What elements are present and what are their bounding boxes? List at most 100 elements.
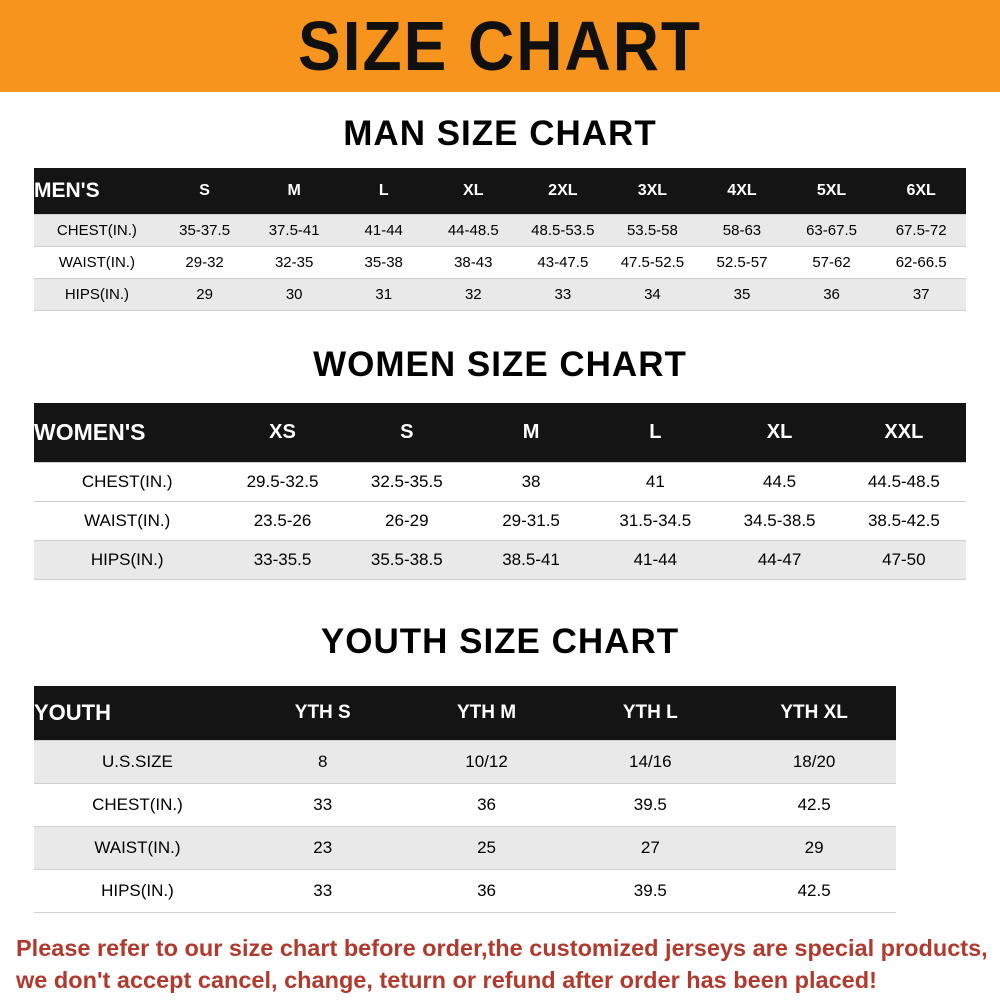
size-header-cell: XL xyxy=(428,168,519,215)
size-value-cell: 31.5-34.5 xyxy=(619,511,692,530)
measurement-row: WAIST(IN.) 29-32 32-35 35-38 38-43 43-47.5 47.… xyxy=(34,246,966,279)
table-header-row: MEN'S S M L XL 2XL 3XL 4XL 5XL 6XL xyxy=(34,168,966,215)
size-value-cell: 47.5-52.5 xyxy=(620,254,685,271)
size-header-cell: 5XL xyxy=(786,168,877,215)
size-value-cell: 63-67.5 xyxy=(806,222,857,239)
size-value-cell: 32 xyxy=(464,286,482,303)
size-value-cell: 44.5 xyxy=(763,472,797,491)
measurement-row: HIPS(IN.) 33-35.5 35.5-38.5 38.5-41 41-44 44-… xyxy=(34,540,966,580)
size-header-cell: YTH L xyxy=(568,686,733,741)
size-value-cell: 34.5-38.5 xyxy=(743,511,816,530)
disclaimer-text: Please refer to our size chart before or… xyxy=(16,933,1000,996)
size-value-cell: 37.5-41 xyxy=(268,222,320,239)
youth-size-chart-title: YOUTH SIZE CHART xyxy=(320,622,680,661)
size-value-cell: 8 xyxy=(318,752,328,771)
size-value-cell: 42.5 xyxy=(797,795,831,814)
row-label-cell: WAIST(IN.) xyxy=(94,838,181,857)
measurement-row: CHEST(IN.) 33 36 39.5 42.5 xyxy=(34,783,896,827)
measurement-row: HIPS(IN.) 29 30 31 32 33 34 35 36 37 xyxy=(34,278,966,311)
size-value-cell: 37 xyxy=(912,286,930,303)
size-value-cell: 31 xyxy=(375,286,393,303)
man-size-table: MEN'S S M L XL 2XL 3XL 4XL 5XL 6XL CHEST(IN.) 35-37… xyxy=(34,168,966,311)
size-value-cell: 62-66.5 xyxy=(895,254,947,271)
disclaimer-line-1: Please refer to our size chart before or… xyxy=(16,935,988,961)
size-value-cell: 29-31.5 xyxy=(502,511,560,530)
size-header-cell: YTH S xyxy=(240,686,405,741)
size-value-cell: 26-29 xyxy=(385,511,429,530)
row-label-cell: HIPS(IN.) xyxy=(101,881,174,900)
size-value-cell: 18/20 xyxy=(792,752,836,771)
size-value-cell: 29 xyxy=(804,838,824,857)
measurement-row: WAIST(IN.) 23.5-26 26-29 29-31.5 31.5-34.5 34… xyxy=(34,501,966,541)
size-value-cell: 29 xyxy=(196,286,213,303)
size-value-cell: 33 xyxy=(313,881,333,900)
measurement-row: HIPS(IN.) 33 36 39.5 42.5 xyxy=(34,869,896,913)
size-value-cell: 35-37.5 xyxy=(179,222,231,239)
measurement-row: U.S.SIZE 8 10/12 14/16 18/20 xyxy=(34,740,896,784)
size-header-cell: YTH XL xyxy=(732,686,896,741)
size-value-cell: 47-50 xyxy=(882,550,926,569)
table-header-row: WOMEN'S XS S M L XL XXL xyxy=(34,403,966,463)
size-value-cell: 30 xyxy=(285,286,303,303)
size-header-cell: S xyxy=(344,403,469,463)
size-header-cell: L xyxy=(338,168,429,215)
size-value-cell: 36 xyxy=(823,286,840,303)
size-value-cell: 67.5-72 xyxy=(895,222,947,239)
row-label-cell: HIPS(IN.) xyxy=(64,286,129,303)
size-header-cell: 2XL xyxy=(518,168,608,215)
size-value-cell: 38.5-41 xyxy=(502,550,560,569)
row-label-cell: CHEST(IN.) xyxy=(92,795,183,814)
size-chart-banner: SIZE CHART xyxy=(0,0,1000,92)
size-value-cell: 27 xyxy=(640,838,660,857)
table-title-cell: YOUTH xyxy=(34,686,241,741)
size-value-cell: 52.5-57 xyxy=(716,254,768,271)
row-label-cell: CHEST(IN.) xyxy=(81,472,173,491)
size-value-cell: 41-44 xyxy=(364,222,403,239)
size-value-cell: 44-47 xyxy=(757,550,802,569)
measurement-row: CHEST(IN.) 29.5-32.5 32.5-35.5 38 41 44.5 44.5… xyxy=(34,462,966,502)
size-value-cell: 38.5-42.5 xyxy=(867,511,940,530)
size-value-cell: 14/16 xyxy=(629,752,672,771)
man-size-chart-title: MAN SIZE CHART xyxy=(343,114,657,153)
size-value-cell: 41 xyxy=(645,472,665,491)
measurement-row: CHEST(IN.) 35-37.5 37.5-41 41-44 44-48.5 48.5… xyxy=(34,214,966,247)
size-value-cell: 23 xyxy=(313,838,333,857)
size-value-cell: 38-43 xyxy=(454,254,493,271)
size-value-cell: 44-48.5 xyxy=(447,222,499,239)
size-value-cell: 43-47.5 xyxy=(537,254,589,271)
size-value-cell: 33-35.5 xyxy=(253,550,312,569)
women-size-table: WOMEN'S XS S M L XL XXL CHEST(IN.) 29.5-32.5 32.5… xyxy=(34,403,966,580)
measurement-row: WAIST(IN.) 23 25 27 29 xyxy=(34,826,896,870)
size-header-cell: YTH M xyxy=(404,686,569,741)
table-header-row: YOUTH YTH S YTH M YTH L YTH XL xyxy=(34,686,896,741)
row-label-cell: U.S.SIZE xyxy=(102,752,173,771)
row-label-cell: HIPS(IN.) xyxy=(90,550,164,569)
size-value-cell: 10/12 xyxy=(465,752,508,771)
size-value-cell: 34 xyxy=(644,286,661,303)
table-title-cell: WOMEN'S xyxy=(34,403,221,463)
size-value-cell: 53.5-58 xyxy=(626,222,678,239)
size-header-cell: 6XL xyxy=(876,168,966,215)
size-value-cell: 39.5 xyxy=(633,881,667,900)
size-value-cell: 29-32 xyxy=(185,254,224,271)
size-value-cell: 36 xyxy=(477,881,496,900)
size-value-cell: 33 xyxy=(554,286,572,303)
disclaimer-line-2: we don't accept cancel, change, teturn o… xyxy=(16,966,877,993)
row-label-cell: WAIST(IN.) xyxy=(58,254,135,271)
row-label-cell: WAIST(IN.) xyxy=(84,511,171,530)
size-header-cell: M xyxy=(249,168,339,215)
size-value-cell: 25 xyxy=(477,838,496,857)
size-value-cell: 33 xyxy=(313,795,333,814)
size-header-cell: XXL xyxy=(841,403,966,463)
size-value-cell: 35.5-38.5 xyxy=(370,550,443,569)
size-value-cell: 44.5-48.5 xyxy=(867,472,940,491)
size-value-cell: 38 xyxy=(521,472,541,491)
size-header-cell: XS xyxy=(220,403,345,463)
youth-size-table: YOUTH YTH S YTH M YTH L YTH XL U.S.SIZE 8 10/12… xyxy=(34,686,896,913)
size-value-cell: 39.5 xyxy=(633,795,667,814)
size-value-cell: 42.5 xyxy=(797,881,831,900)
row-label-cell: CHEST(IN.) xyxy=(56,222,137,239)
size-value-cell: 41-44 xyxy=(633,550,678,569)
size-header-cell: L xyxy=(593,403,718,463)
size-value-cell: 48.5-53.5 xyxy=(531,222,595,239)
